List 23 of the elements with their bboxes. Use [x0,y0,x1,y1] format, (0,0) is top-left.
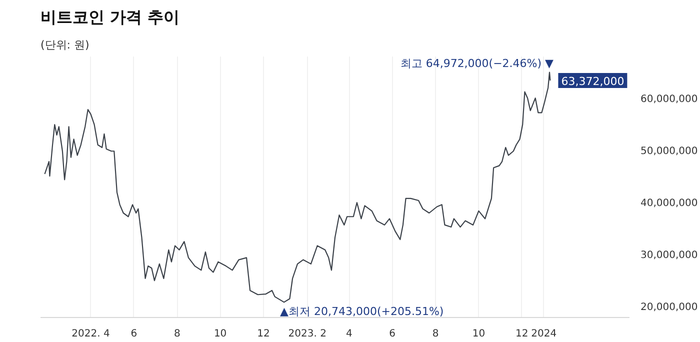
x-tick-label: 10 [472,328,486,340]
x-tick-label: 12 [516,328,528,340]
y-tick-label: 50,000,000 [640,146,698,158]
x-tick-label: 4 [346,328,352,340]
y-tick-label: 20,000,000 [640,302,698,314]
x-tick-label: 6 [389,328,396,340]
x-tick-label: 10 [214,328,227,340]
x-tick-label: 12 [257,328,270,340]
y-tick-label: 40,000,000 [640,198,698,210]
annotation: ▲최저 20,743,000(+205.51%) [280,305,444,318]
x-tick-label: 2024 [531,328,557,340]
x-tick-label: 8 [432,328,439,340]
chart-subtitle: (단위: 원) [40,38,90,52]
chart-title: 비트코인 가격 추이 [40,8,180,26]
x-tick-label: 8 [174,328,180,340]
x-tick-label: 6 [130,328,138,340]
y-tick-label: 30,000,000 [640,250,698,262]
y-tick-label: 60,000,000 [640,94,698,106]
line-series [44,72,551,303]
annotation: 최고 64,972,000(−2.46%) ▼ [400,57,554,70]
x-tick-label: 2022. 4 [72,328,110,340]
annotation: 63,372,000 [561,75,624,88]
x-tick-label: 2023. 2 [288,328,326,340]
